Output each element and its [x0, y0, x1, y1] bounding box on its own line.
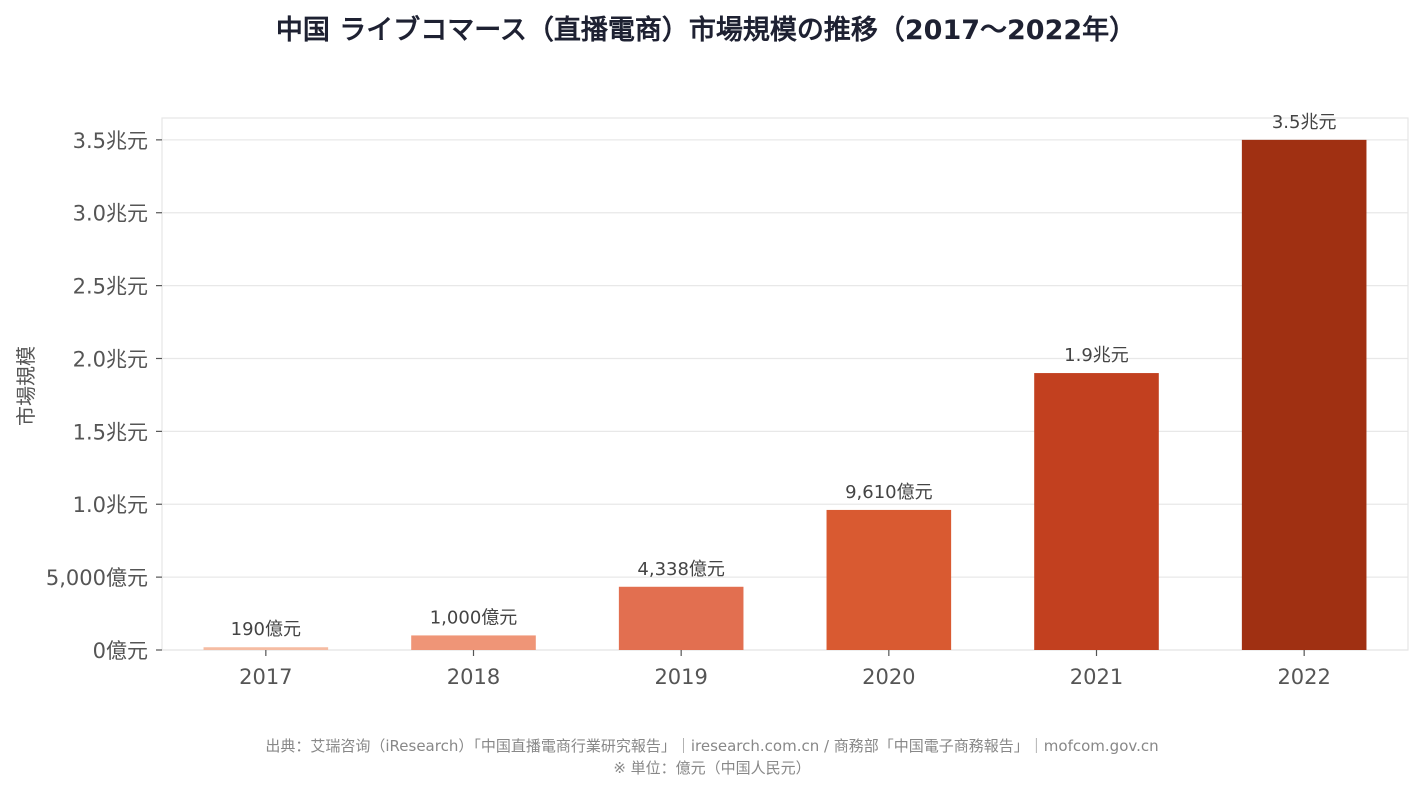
- bar-2022: [1241, 139, 1367, 650]
- data-label-2019: 4,338億元: [637, 559, 725, 580]
- x-axis: 2017 2018 2019 2020 2021 2022: [239, 650, 1331, 689]
- bar-2018: [411, 635, 536, 650]
- x-tick-label: 2022: [1277, 665, 1330, 689]
- x-tick-label: 2019: [654, 665, 707, 689]
- data-label-2018: 1,000億元: [430, 607, 518, 628]
- chart-title: 中国 ライブコマース（直播電商）市場規模の推移（2017〜2022年）: [276, 14, 1136, 46]
- bars: [203, 139, 1367, 650]
- y-tick-label: 5,000億元: [46, 566, 148, 590]
- y-tick-label: 2.0兆元: [73, 347, 148, 371]
- x-tick-label: 2017: [239, 665, 292, 689]
- y-tick-label: 3.0兆元: [73, 202, 148, 226]
- y-axis-label: 市場規模: [14, 346, 38, 426]
- x-tick-label: 2020: [862, 665, 915, 689]
- y-axis: 0億元 5,000億元 1.0兆元 1.5兆元 2.0兆元 2.5兆元 3.0兆元 3.5兆元: [46, 129, 162, 663]
- y-tick-label: 1.5兆元: [73, 420, 148, 444]
- y-tick-label: 2.5兆元: [73, 275, 148, 299]
- y-tick-label: 3.5兆元: [73, 129, 148, 153]
- x-tick-label: 2018: [447, 665, 500, 689]
- x-tick-label: 2021: [1070, 665, 1123, 689]
- data-labels: 190億元 1,000億元 4,338億元 9,610億元 1.9兆元 3.5兆元: [231, 112, 1337, 640]
- bar-2019: [618, 586, 744, 650]
- bar-2020: [826, 509, 952, 650]
- bar-2017: [203, 647, 329, 650]
- data-label-2020: 9,610億元: [845, 482, 933, 503]
- footer-unit-note: ※ 単位：億元（中国人民元）: [613, 759, 810, 777]
- footer-source: 出典：艾瑞咨询（iResearch）「中国直播電商行業研究報告」｜iresear…: [265, 737, 1158, 755]
- bar-2021: [1034, 373, 1159, 650]
- y-tick-label: 1.0兆元: [73, 493, 148, 517]
- plot-frame: [161, 117, 1409, 651]
- data-label-2017: 190億元: [231, 619, 301, 640]
- data-label-2021: 1.9兆元: [1064, 345, 1129, 366]
- data-label-2022: 3.5兆元: [1272, 112, 1337, 133]
- grid: [162, 139, 1408, 651]
- y-tick-label: 0億元: [93, 639, 148, 663]
